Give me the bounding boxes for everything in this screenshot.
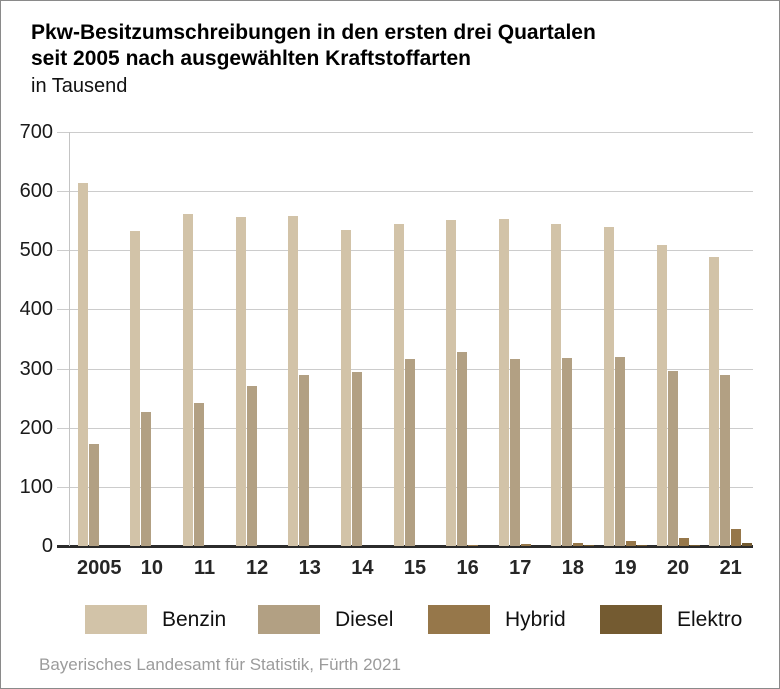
chart-title-line2: seit 2005 nach ausgewählten Kraftstoffar… [31, 47, 471, 70]
bar-diesel [194, 403, 205, 546]
x-axis-tick-label: 10 [140, 557, 164, 579]
legend-swatch-diesel [258, 605, 320, 634]
bar-elektro [689, 544, 700, 546]
bar-hybrid [573, 543, 584, 546]
legend-swatch-hybrid [428, 605, 490, 634]
bar-benzin [235, 216, 246, 546]
x-axis-tick-label: 15 [403, 557, 427, 579]
bar-diesel [720, 375, 731, 546]
bar-diesel [667, 370, 678, 546]
legend-item-benzin: Benzin [85, 605, 226, 634]
legend-item-elektro: Elektro [600, 605, 742, 634]
bar-benzin [340, 230, 351, 546]
bar-diesel [351, 371, 362, 546]
bar-elektro [742, 543, 753, 546]
bar-benzin [656, 244, 667, 546]
y-axis-tick-label: 700 [19, 121, 53, 143]
x-axis-line [57, 545, 753, 548]
bar-benzin [288, 215, 299, 546]
y-axis-tick-label: 400 [19, 298, 53, 321]
legend-label: Diesel [335, 607, 394, 631]
x-axis-tick-label: 11 [193, 557, 216, 579]
y-axis-tick-label: 300 [19, 357, 53, 380]
bar-diesel [614, 356, 625, 546]
legend-label: Elektro [677, 607, 743, 631]
bar-diesel [299, 375, 310, 546]
bar-benzin [446, 220, 457, 546]
x-axis-tick-label: 16 [456, 557, 479, 579]
x-axis-tick-label: 20 [666, 557, 690, 579]
bar-benzin [130, 230, 141, 546]
legend-item-hybrid: Hybrid [428, 605, 566, 634]
x-axis-tick-label: 19 [614, 557, 637, 579]
bar-benzin [393, 223, 404, 546]
y-axis-tick-label: 500 [19, 239, 53, 262]
bar-diesel [404, 358, 415, 546]
legend-swatch-benzin [85, 605, 147, 634]
x-axis-tick-label: 17 [509, 557, 532, 579]
bar-diesel [141, 411, 152, 546]
gridline [57, 191, 753, 193]
bar-hybrid [468, 544, 479, 546]
bar-benzin [183, 213, 194, 546]
bar-diesel [562, 357, 573, 546]
y-axis-tick-label: 600 [19, 180, 53, 203]
x-axis-tick-label: 14 [351, 557, 374, 579]
bar-elektro [584, 545, 595, 546]
x-axis-tick-label: 21 [719, 557, 742, 579]
bar-hybrid [520, 544, 531, 546]
gridline [57, 309, 753, 311]
bar-hybrid [625, 541, 636, 546]
bar-benzin [77, 183, 88, 546]
bar-benzin [709, 256, 720, 546]
x-axis-tick-label: 2005 [77, 557, 122, 579]
legend-label: Benzin [162, 607, 227, 631]
legend-item-diesel: Diesel [258, 605, 393, 634]
bar-diesel [509, 358, 520, 546]
bar-diesel [88, 444, 99, 546]
bar-benzin [603, 226, 614, 546]
bar-benzin [551, 223, 562, 546]
bar-diesel [246, 385, 257, 546]
bar-benzin [498, 218, 509, 546]
y-axis-tick-label: 0 [41, 535, 53, 557]
y-axis-line [69, 132, 70, 546]
source-attribution: Bayerisches Landesamt für Statistik, Für… [39, 655, 401, 674]
x-axis-tick-label: 13 [298, 557, 321, 579]
bar-elektro [636, 545, 647, 546]
gridline [57, 250, 753, 252]
gridline [57, 132, 753, 133]
legend-swatch-elektro [600, 605, 662, 634]
chart-subtitle: in Tausend [31, 75, 128, 97]
y-axis-tick-label: 200 [19, 416, 53, 439]
x-axis-tick-label: 12 [246, 557, 269, 579]
bar-hybrid [678, 538, 689, 546]
bar-hybrid [731, 529, 742, 546]
bar-diesel [457, 352, 468, 546]
legend-label: Hybrid [505, 607, 566, 631]
chart-title-block: Pkw-Besitzumschreibungen in den ersten d… [31, 20, 596, 100]
y-axis-tick-label: 100 [19, 475, 53, 498]
x-axis-tick-label: 18 [561, 557, 584, 579]
chart-title-line1: Pkw-Besitzumschreibungen in den ersten d… [31, 21, 596, 44]
